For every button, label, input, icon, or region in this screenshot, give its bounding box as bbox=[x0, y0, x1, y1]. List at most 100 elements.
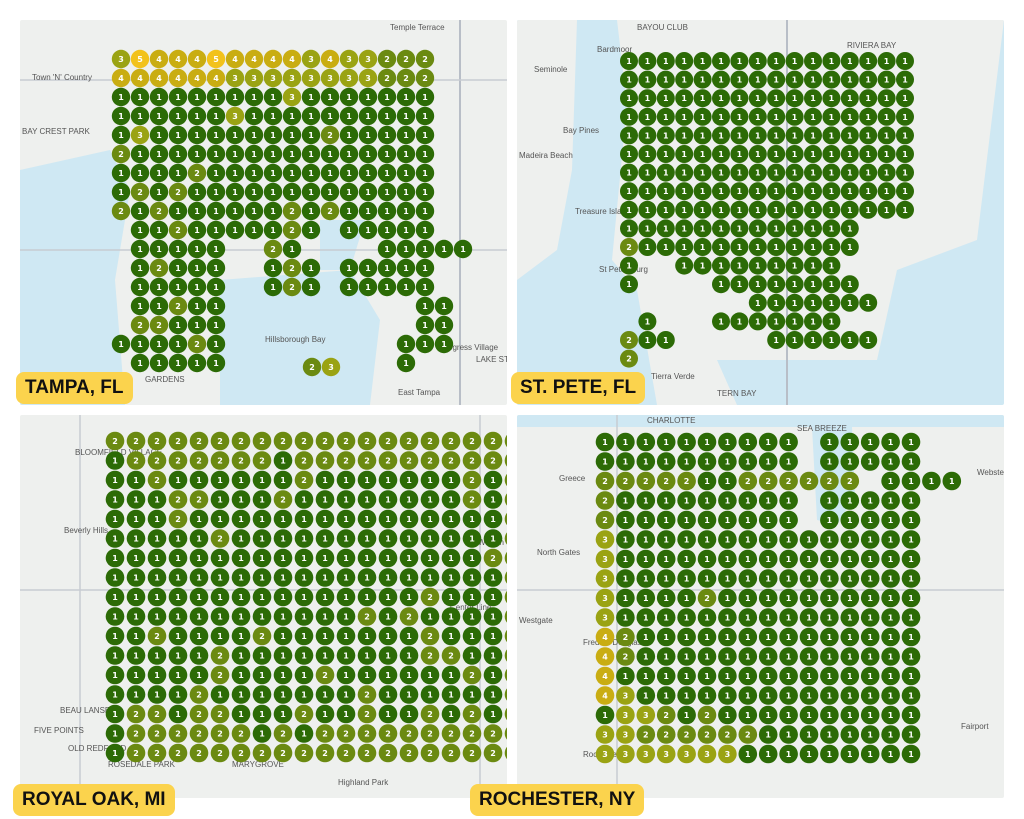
rank-value: 1 bbox=[908, 750, 914, 759]
rank-value: 2 bbox=[623, 653, 629, 662]
rank-dot bbox=[860, 491, 880, 510]
rank-value: 1 bbox=[403, 340, 409, 349]
rank-value: 2 bbox=[289, 207, 295, 216]
rank-dot bbox=[859, 89, 878, 108]
rank-value: 1 bbox=[745, 536, 751, 545]
rank-cell: 1 bbox=[315, 646, 335, 665]
rank-value: 2 bbox=[602, 477, 608, 486]
rank-dot bbox=[206, 68, 226, 88]
rank-value: 1 bbox=[301, 730, 307, 739]
rank-cell: 1 bbox=[282, 106, 302, 126]
rank-dot bbox=[595, 432, 615, 452]
rank-cell: 2 bbox=[441, 724, 461, 743]
rank-value: 2 bbox=[469, 730, 475, 739]
rank-value: 1 bbox=[786, 672, 792, 681]
rank-value: 1 bbox=[847, 336, 853, 345]
rank-value: 1 bbox=[406, 671, 412, 680]
rank-dot bbox=[126, 685, 146, 704]
rank-value: 1 bbox=[888, 672, 894, 681]
rank-dot bbox=[315, 743, 335, 763]
rank-value: 1 bbox=[681, 57, 687, 66]
rank-value: 1 bbox=[626, 280, 632, 289]
rank-cell: 2 bbox=[168, 431, 188, 451]
rank-value: 2 bbox=[322, 437, 328, 446]
rank-dot bbox=[595, 686, 615, 705]
rank-dot bbox=[656, 89, 675, 108]
rank-dot bbox=[748, 107, 767, 126]
rank-dot bbox=[712, 145, 730, 163]
rank-value: 1 bbox=[645, 169, 651, 178]
rank-cell: 1 bbox=[675, 52, 694, 70]
rank-value: 1 bbox=[251, 112, 257, 121]
rank-cell: 1 bbox=[758, 608, 778, 627]
rank-value: 1 bbox=[441, 340, 447, 349]
rank-cell: 1 bbox=[147, 587, 167, 607]
rank-cell: 1 bbox=[901, 491, 921, 510]
rank-value: 1 bbox=[365, 226, 371, 235]
rank-cell: 1 bbox=[859, 145, 878, 163]
rank-cell: 1 bbox=[860, 530, 880, 549]
rank-cell: 1 bbox=[147, 548, 167, 568]
rank-dot bbox=[187, 353, 207, 373]
rank-value: 2 bbox=[364, 749, 370, 758]
rank-cell: 1 bbox=[396, 163, 416, 183]
rank-cell: 2 bbox=[282, 201, 302, 221]
rank-cell: 1 bbox=[730, 89, 749, 108]
rank-dot bbox=[282, 144, 302, 164]
rank-cell: 1 bbox=[244, 144, 264, 164]
rank-cell: 1 bbox=[105, 626, 125, 646]
rank-value: 1 bbox=[194, 321, 200, 330]
rank-cell: 1 bbox=[804, 163, 822, 182]
rank-cell: 1 bbox=[636, 588, 656, 608]
rank-value: 1 bbox=[684, 516, 690, 525]
rank-value: 1 bbox=[232, 169, 238, 178]
rank-cell: 1 bbox=[748, 70, 767, 89]
rank-value: 2 bbox=[663, 731, 669, 740]
rank-cell: 1 bbox=[840, 666, 860, 686]
rank-dot bbox=[189, 451, 209, 470]
rank-cell: 1 bbox=[294, 548, 314, 568]
rank-value: 1 bbox=[232, 188, 238, 197]
rank-value: 1 bbox=[684, 536, 690, 545]
rank-dot bbox=[620, 182, 638, 201]
rank-value: 1 bbox=[490, 710, 496, 719]
rank-value: 1 bbox=[427, 535, 433, 544]
rank-cell: 1 bbox=[859, 89, 878, 108]
rank-dot bbox=[420, 587, 440, 607]
rank-dot bbox=[320, 68, 340, 88]
rank-dot bbox=[799, 549, 819, 569]
rank-cell: 1 bbox=[206, 277, 226, 297]
rank-value: 1 bbox=[645, 187, 651, 196]
rank-value: 2 bbox=[490, 730, 496, 739]
rank-dot bbox=[189, 685, 209, 704]
rank-cell: 1 bbox=[415, 144, 435, 164]
rank-value: 2 bbox=[847, 477, 853, 486]
rank-value: 1 bbox=[704, 633, 710, 642]
rank-value: 1 bbox=[737, 169, 743, 178]
rank-value: 1 bbox=[643, 575, 649, 584]
rank-cell: 1 bbox=[620, 52, 638, 70]
rank-dot bbox=[168, 334, 188, 354]
rank-value: 2 bbox=[175, 226, 181, 235]
map-label: FIVE POINTS bbox=[34, 726, 84, 735]
rank-cell: 2 bbox=[263, 239, 283, 259]
rank-dot bbox=[656, 145, 675, 163]
rank-dot bbox=[675, 70, 694, 89]
rank-cell: 1 bbox=[785, 219, 804, 238]
rank-cell: 2 bbox=[168, 490, 188, 509]
rank-dot bbox=[187, 68, 207, 88]
rank-cell: 2 bbox=[399, 607, 419, 626]
rank-value: 1 bbox=[888, 575, 894, 584]
rank-cell: 1 bbox=[860, 608, 880, 627]
rank-dot bbox=[504, 649, 507, 662]
rank-cell: 1 bbox=[294, 509, 314, 529]
rank-cell: 3 bbox=[595, 725, 615, 744]
rank-cell: 2 bbox=[420, 451, 440, 470]
map-label: BAY CREST PARK bbox=[22, 127, 91, 136]
rank-cell: 1 bbox=[420, 665, 440, 685]
rank-cell: 3 bbox=[595, 530, 615, 549]
rank-value: 2 bbox=[133, 710, 139, 719]
rank-cell: 3 bbox=[339, 49, 359, 69]
rank-value: 1 bbox=[786, 653, 792, 662]
rank-value: 3 bbox=[137, 131, 143, 140]
